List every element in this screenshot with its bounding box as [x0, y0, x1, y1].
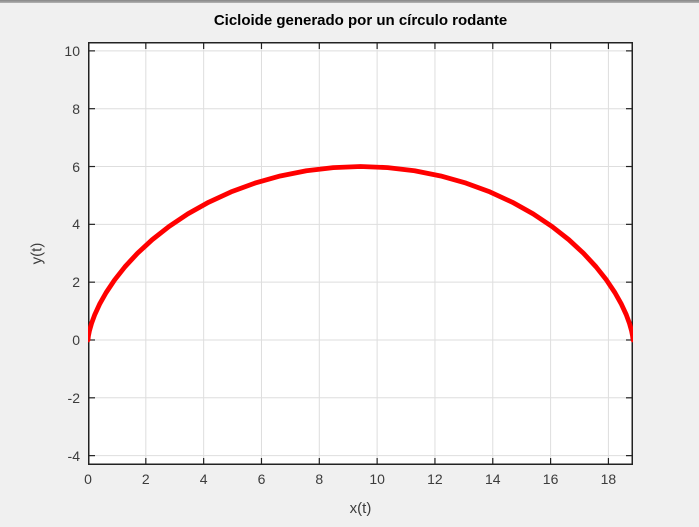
y-tick-label: 0	[72, 331, 80, 348]
plot-area	[88, 42, 633, 465]
x-tick-label: 2	[141, 471, 150, 487]
chart-title: Cicloide generado por un círculo rodante	[213, 12, 508, 29]
x-tick-label: 0	[84, 471, 92, 487]
y-tick-label: -2	[67, 389, 80, 406]
y-tick-label: 8	[72, 100, 80, 117]
y-tick-label: 10	[64, 42, 80, 59]
x-tick-label: 14	[484, 471, 501, 487]
x-tick-label: 12	[427, 471, 443, 487]
y-tick-label: 4	[72, 216, 80, 233]
y-tick-label: 2	[72, 274, 80, 291]
x-tick-label: 10	[369, 471, 385, 487]
x-tick-label: 4	[199, 471, 208, 487]
cycloid-curve	[88, 164, 633, 343]
y-tick-label: -4	[67, 447, 80, 464]
y-tick-label: 6	[72, 158, 80, 175]
axes-box	[88, 42, 633, 465]
x-axis-label: x(t)	[349, 500, 372, 517]
x-tick-label: 6	[257, 471, 266, 487]
window-top-border	[0, 0, 699, 3]
plot-background	[88, 42, 633, 465]
x-tick-label: 8	[315, 471, 324, 487]
x-tick-label: 16	[542, 471, 559, 487]
x-tick-label: 18	[600, 471, 617, 487]
